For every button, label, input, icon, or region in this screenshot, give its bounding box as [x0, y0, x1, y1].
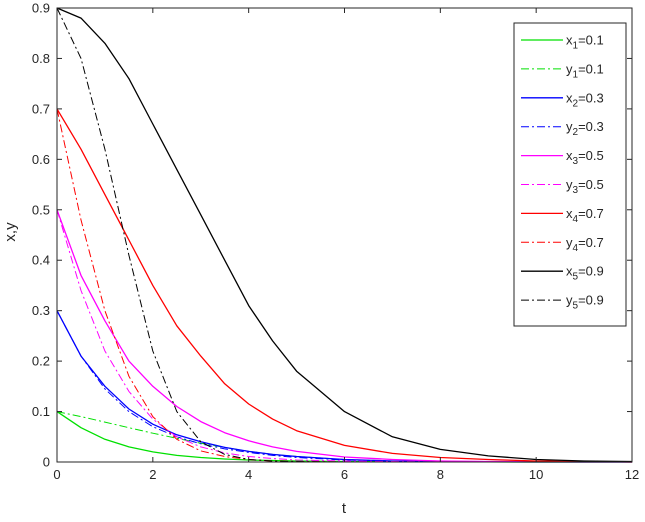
y-tick-label: 0.8: [32, 51, 50, 66]
x-tick-label: 12: [625, 467, 639, 482]
x-axis-label: t: [342, 500, 347, 517]
y-tick-label: 0.6: [32, 152, 50, 167]
legend-label-x5: x5=0.9: [566, 264, 604, 283]
y-tick-label: 0.2: [32, 354, 50, 369]
series-line-y5: [56, 7, 632, 463]
y-tick-label: 0.9: [32, 1, 50, 16]
legend-label-y4: y4=0.7: [566, 235, 604, 254]
x-tick-label: 4: [245, 467, 252, 482]
axes: 0 2 4 6 8 10 12 0 0.1 0.2 0.3 0.4 0.5 0.6 0.7 0.8 0.9: [32, 1, 639, 483]
legend-label-y5: y5=0.9: [566, 293, 604, 312]
y-axis-label: x,y: [2, 222, 19, 242]
legend-label-x4: x4=0.7: [566, 206, 604, 225]
series-line-x4: [56, 108, 633, 463]
x-tick-label: 6: [341, 467, 348, 482]
legend-box: [513, 22, 627, 327]
legend-label-x1: x1=0.1: [566, 33, 604, 52]
y-tick-label: 0.4: [32, 253, 50, 268]
legend-label-x3: x3=0.5: [566, 148, 604, 167]
legend-label-y3: y3=0.5: [566, 177, 604, 196]
series-line-y3: [56, 209, 632, 463]
y-tick-label: 0.3: [32, 303, 50, 318]
x-tick-label: 2: [149, 467, 156, 482]
legend: x1=0.1 y1=0.1 x2=0.3 y2=0.3 x3=0.5 y3=0.5 x4=0…: [513, 22, 627, 327]
y-tick-label: 0: [43, 455, 50, 470]
legend-label-y2: y2=0.3: [566, 119, 604, 138]
y-tick-label: 0.5: [32, 202, 50, 217]
y-tick-label: 0.7: [32, 101, 50, 116]
x-tick-label: 10: [529, 467, 543, 482]
series-line-x5: [56, 7, 633, 463]
x-tick-label: 8: [437, 467, 444, 482]
x-tick-label: 0: [53, 467, 60, 482]
y-tick-label: 0.1: [32, 404, 50, 419]
legend-label-x2: x2=0.3: [566, 90, 604, 109]
legend-label-y1: y1=0.1: [566, 61, 604, 80]
